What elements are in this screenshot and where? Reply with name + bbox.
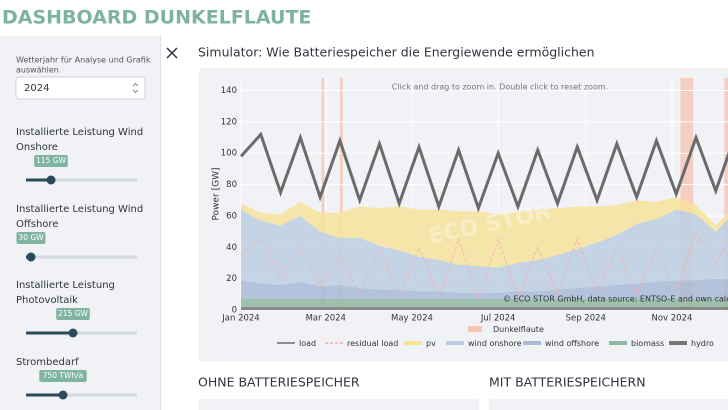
- legend-label: load: [299, 339, 316, 348]
- slider-label: Photovoltaik: [16, 295, 78, 306]
- zoom-hint: Click and drag to zoom in. Double click …: [392, 83, 608, 92]
- dunkelflaute-band: [724, 78, 728, 310]
- year-select[interactable]: [15, 76, 146, 100]
- section-heading: OHNE BATTERIESPEICHER: [198, 375, 360, 390]
- y-tick-label: 140: [221, 86, 237, 96]
- slider-badge: [16, 232, 46, 244]
- year-value: 2024: [24, 83, 49, 94]
- y-tick-label: 100: [221, 149, 237, 159]
- legend-label: biomass: [631, 339, 664, 348]
- y-tick-label: 80: [226, 180, 237, 190]
- chart: 0 20 40 60 80 100 120 140 Jan 2024 Mar 2024 May 20…: [221, 78, 728, 348]
- source-note: © ECO STOR GmbH, data source: ENTSO-E an…: [503, 295, 728, 304]
- year-label: auswählen: [16, 66, 59, 75]
- slider-thumb[interactable]: [26, 252, 36, 262]
- x-tick-label: May 2024: [391, 314, 433, 324]
- x-tick-label: Jan 2024: [221, 314, 259, 324]
- slider-label: Installierte Leistung Wind: [16, 204, 143, 215]
- slider-thumb[interactable]: [68, 328, 78, 338]
- slider-badge: [34, 155, 68, 167]
- result-card: [198, 399, 479, 410]
- legend-label: wind onshore: [468, 339, 522, 348]
- area: [241, 299, 728, 307]
- x-tick-label: Mar 2024: [306, 314, 346, 324]
- dunkelflaute-band: [321, 78, 325, 310]
- area: [241, 306, 728, 310]
- y-axis-label: Power [GW]: [212, 168, 222, 221]
- legend-label: residual load: [347, 339, 398, 348]
- x-tick-label: Jul 2024: [480, 314, 516, 324]
- slider-thumb[interactable]: [58, 390, 68, 400]
- main-title: Simulator: Wie Batteriespeicher die Ener…: [198, 45, 595, 60]
- x-tick-label: Nov 2024: [651, 314, 692, 324]
- y-tick-label: 120: [221, 117, 237, 127]
- residual-line: [240, 230, 728, 300]
- legend-label: wind offshore: [545, 339, 599, 348]
- legend-label: hydro: [691, 339, 714, 348]
- slider-thumb[interactable]: [46, 175, 56, 185]
- select-chevron: [132, 82, 139, 94]
- area: [241, 197, 728, 268]
- section-heading: MIT BATTERIESPEICHERN: [489, 375, 646, 390]
- x-tick-label: Sep 2024: [566, 314, 606, 324]
- slider-value: 750 TWh/a: [43, 371, 84, 380]
- y-tick-label: 0: [232, 306, 237, 316]
- close-button[interactable]: [166, 47, 178, 59]
- load-line: [239, 131, 728, 213]
- sliders: Installierte Leistung Wind Onshore 115 GW I…: [16, 127, 143, 400]
- y-tick-label: 60: [226, 211, 237, 221]
- legend-swatch: [468, 326, 482, 332]
- slider-label: Strombedarf: [16, 357, 79, 368]
- slider-value: 115 GW: [36, 156, 67, 165]
- area: [241, 209, 728, 293]
- slider-value: 215 GW: [58, 309, 89, 318]
- slider-label: Onshore: [16, 142, 58, 153]
- slider-value: 30 GW: [18, 233, 44, 242]
- header-title: DASHBOARD DUNKELFLAUTE: [2, 7, 311, 29]
- slider-label: Installierte Leistung: [16, 280, 115, 291]
- legend-label: Dunkelflaute: [493, 325, 544, 334]
- year-label: Wetterjahr für Analyse und Grafik: [16, 56, 151, 65]
- slider-label: Installierte Leistung Wind: [16, 127, 143, 138]
- slider-badge: [56, 308, 90, 320]
- legend-label: pv: [426, 339, 436, 348]
- dunkelflaute-band: [339, 78, 343, 310]
- result-card: [489, 399, 728, 410]
- area: [241, 278, 728, 300]
- y-tick-label: 40: [226, 243, 237, 253]
- slider-badge: [39, 370, 87, 382]
- slider-label: Offshore: [16, 219, 58, 230]
- y-tick-label: 20: [226, 274, 237, 284]
